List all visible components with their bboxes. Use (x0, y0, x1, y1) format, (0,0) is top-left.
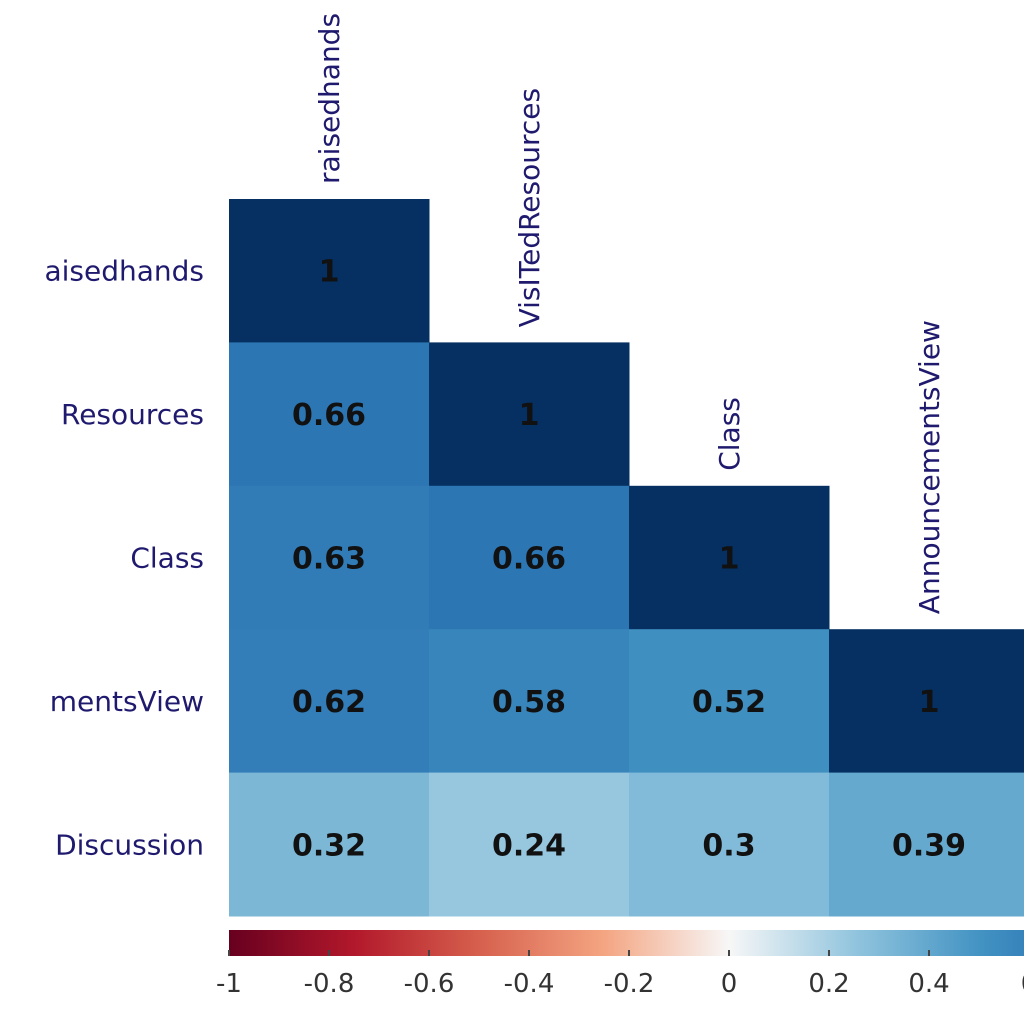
cell-value-label: 1 (919, 685, 940, 720)
colorbar-tick-label: -0.8 (304, 969, 355, 999)
cell-value-label: 1 (719, 542, 740, 577)
colorbar-tick-label: 0 (721, 969, 738, 999)
row-label: Resources (61, 398, 204, 431)
cell-value-label: 0.24 (492, 828, 566, 863)
cell-value-label: 0.66 (492, 542, 566, 577)
cell-value-label: 0.62 (292, 685, 366, 720)
heatmap-cell-r4-c2 (629, 772, 830, 917)
column-label: VisITedResources (513, 88, 546, 328)
heatmap-cell-r1-c0 (229, 342, 430, 487)
row-label: Discussion (55, 828, 204, 861)
row-label: aisedhands (44, 255, 204, 288)
column-labels: raisedhands VisITedResources Class Announce… (313, 13, 946, 614)
heatmap-cell-r4-c1 (429, 772, 630, 917)
colorbar: -1 -0.8 -0.6 -0.4 -0.2 0 0.2 0.4 0 (216, 930, 1024, 999)
heatmap-cell-r2-c1 (429, 485, 630, 630)
cell-value-label: 0.63 (292, 542, 366, 577)
colorbar-gradient (229, 930, 1024, 956)
cell-value-label: 0.3 (702, 828, 755, 863)
row-label: Class (130, 542, 204, 575)
cell-value-label: 1 (319, 255, 340, 290)
cell-value-label: 0.66 (292, 398, 366, 433)
cell-value-label: 1 (519, 398, 540, 433)
heatmap-cell-r4-c3 (829, 772, 1024, 917)
cell-value-label: 0.39 (892, 828, 966, 863)
cell-value-label: 0.58 (492, 685, 566, 720)
heatmap-cell-labels: 1 0.66 1 0.63 0.66 1 0.62 0.58 0.52 1 0.32 0.24 0.3 0… (292, 255, 966, 864)
heatmap-cell-r3-c2 (629, 629, 830, 774)
heatmap-cell-r2-c2 (629, 485, 830, 630)
cell-value-label: 0.32 (292, 828, 366, 863)
column-label: raisedhands (313, 13, 346, 184)
colorbar-tick-label: -1 (216, 969, 242, 999)
colorbar-tick-label: -0.6 (404, 969, 455, 999)
heatmap-cell-r3-c1 (429, 629, 630, 774)
heatmap-cell-r2-c0 (229, 485, 430, 630)
cell-value-label: 0.52 (692, 685, 766, 720)
colorbar-tick-label: -0.2 (604, 969, 655, 999)
heatmap-cell-r3-c0 (229, 629, 430, 774)
column-label: AnnouncementsView (913, 320, 946, 614)
heatmap-cell-r4-c0 (229, 772, 430, 917)
column-label: Class (713, 397, 746, 471)
colorbar-tick-label: -0.4 (504, 969, 555, 999)
row-labels: aisedhands Resources Class mentsView Discuss… (44, 255, 204, 862)
heatmap-cells (229, 199, 1024, 917)
heatmap-cell-r3-c3 (829, 629, 1024, 774)
heatmap-cell-r0-c0 (229, 199, 430, 343)
row-label: mentsView (50, 685, 204, 718)
colorbar-tick-label: 0 (1021, 969, 1024, 999)
colorbar-tick-label: 0.2 (808, 969, 849, 999)
colorbar-tick-label: 0.4 (908, 969, 949, 999)
heatmap-cell-r1-c1 (429, 342, 630, 487)
